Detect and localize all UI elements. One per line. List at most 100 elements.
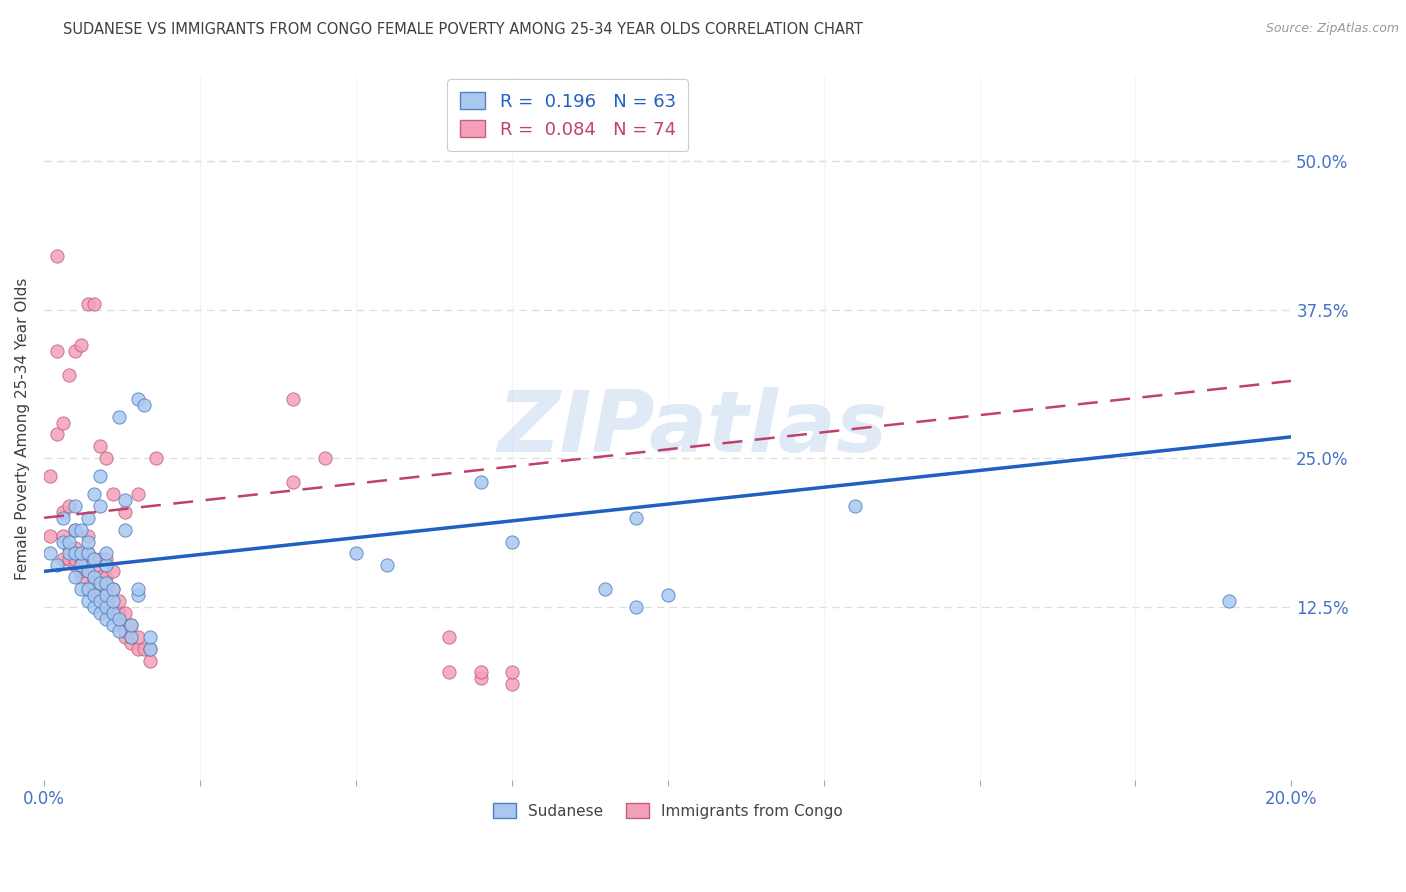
Point xyxy=(52,552,75,566)
Point xyxy=(127,582,149,597)
Point xyxy=(76,296,98,310)
Point xyxy=(96,546,118,560)
Point xyxy=(108,624,131,638)
Point xyxy=(101,582,124,597)
Point xyxy=(108,594,131,608)
Point xyxy=(70,552,93,566)
Point xyxy=(89,606,111,620)
Point xyxy=(375,558,398,573)
Point xyxy=(39,528,62,542)
Point xyxy=(501,665,523,680)
Point xyxy=(83,552,105,566)
Point xyxy=(70,546,93,560)
Point xyxy=(89,576,111,591)
Point xyxy=(83,600,105,615)
Point xyxy=(83,552,105,566)
Point xyxy=(39,469,62,483)
Point xyxy=(63,344,86,359)
Point xyxy=(120,630,142,644)
Point xyxy=(63,552,86,566)
Point xyxy=(108,612,131,626)
Point xyxy=(657,588,679,602)
Point xyxy=(108,409,131,424)
Point xyxy=(45,249,67,263)
Point xyxy=(89,439,111,453)
Point xyxy=(76,594,98,608)
Point xyxy=(344,546,367,560)
Point xyxy=(45,344,67,359)
Point xyxy=(844,499,866,513)
Point xyxy=(45,427,67,442)
Point xyxy=(76,546,98,560)
Point xyxy=(70,558,93,573)
Point xyxy=(89,594,111,608)
Point xyxy=(58,541,80,555)
Point xyxy=(139,654,162,668)
Point xyxy=(139,641,162,656)
Point xyxy=(470,665,492,680)
Point xyxy=(76,565,98,579)
Point xyxy=(89,469,111,483)
Point xyxy=(96,612,118,626)
Point xyxy=(76,546,98,560)
Point xyxy=(132,641,155,656)
Point xyxy=(96,600,118,615)
Point xyxy=(114,606,136,620)
Point xyxy=(70,570,93,584)
Point xyxy=(70,338,93,352)
Point xyxy=(120,618,142,632)
Point xyxy=(283,475,305,489)
Point xyxy=(63,523,86,537)
Point xyxy=(127,392,149,406)
Point xyxy=(63,541,86,555)
Point xyxy=(58,552,80,566)
Point xyxy=(1218,594,1240,608)
Point xyxy=(101,565,124,579)
Point xyxy=(96,552,118,566)
Point xyxy=(96,582,118,597)
Point xyxy=(96,594,118,608)
Point xyxy=(76,582,98,597)
Point xyxy=(76,534,98,549)
Point xyxy=(58,546,80,560)
Point xyxy=(283,392,305,406)
Point xyxy=(63,558,86,573)
Point xyxy=(127,630,149,644)
Point xyxy=(58,368,80,382)
Point xyxy=(70,565,93,579)
Point xyxy=(120,636,142,650)
Point xyxy=(39,546,62,560)
Point xyxy=(52,505,75,519)
Point xyxy=(120,630,142,644)
Point xyxy=(139,630,162,644)
Point xyxy=(127,588,149,602)
Point xyxy=(70,582,93,597)
Point xyxy=(101,618,124,632)
Point xyxy=(626,510,648,524)
Y-axis label: Female Poverty Among 25-34 Year Olds: Female Poverty Among 25-34 Year Olds xyxy=(15,277,30,580)
Point xyxy=(83,570,105,584)
Point xyxy=(76,582,98,597)
Point xyxy=(114,492,136,507)
Point xyxy=(96,600,118,615)
Point xyxy=(83,576,105,591)
Point xyxy=(101,606,124,620)
Point xyxy=(96,451,118,466)
Point xyxy=(101,594,124,608)
Point xyxy=(52,416,75,430)
Point xyxy=(595,582,617,597)
Point xyxy=(626,600,648,615)
Legend: Sudanese, Immigrants from Congo: Sudanese, Immigrants from Congo xyxy=(486,797,849,824)
Text: Source: ZipAtlas.com: Source: ZipAtlas.com xyxy=(1265,22,1399,36)
Point xyxy=(96,576,118,591)
Point xyxy=(89,570,111,584)
Point xyxy=(101,582,124,597)
Point xyxy=(58,534,80,549)
Point xyxy=(114,505,136,519)
Point xyxy=(83,487,105,501)
Point xyxy=(127,641,149,656)
Point xyxy=(132,398,155,412)
Point xyxy=(63,570,86,584)
Point xyxy=(101,606,124,620)
Point xyxy=(52,510,75,524)
